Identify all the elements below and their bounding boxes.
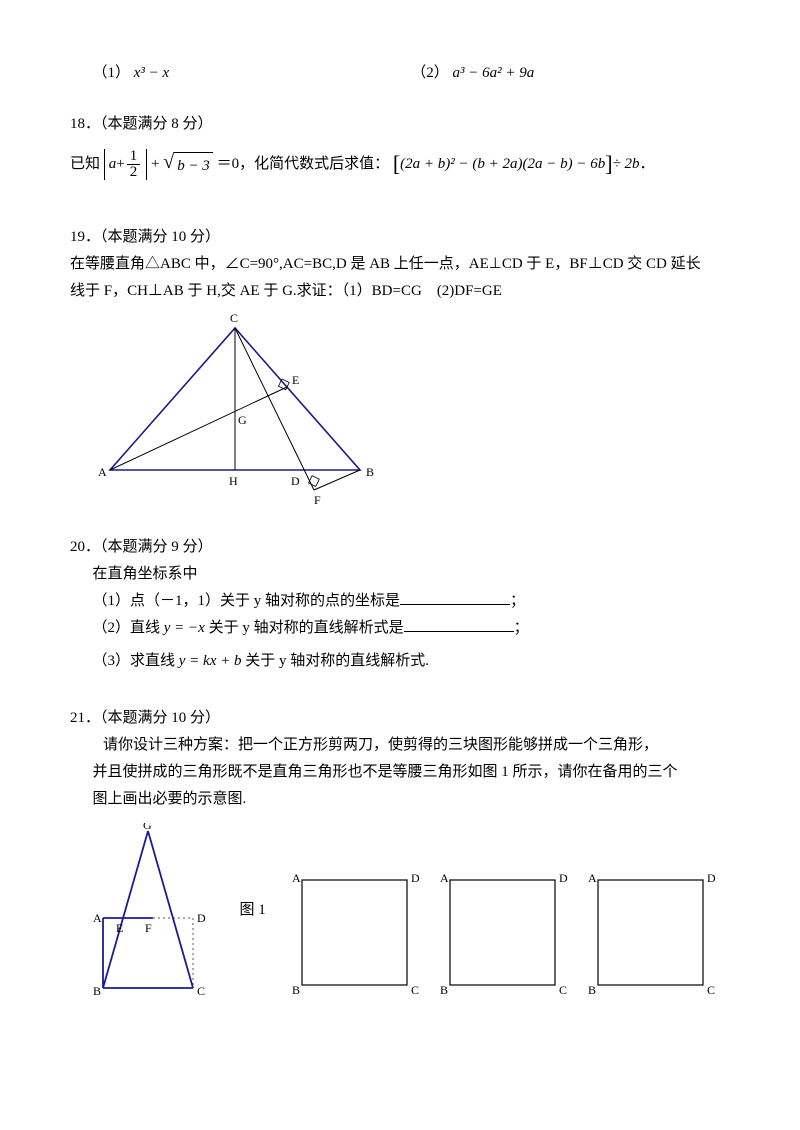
lbl-H: H (229, 474, 238, 488)
f1-G: G (143, 823, 152, 832)
plus-2: + (151, 156, 163, 172)
s3-C: C (707, 983, 715, 997)
q17-p2-label: （2） (411, 65, 449, 81)
f1-E: E (116, 921, 123, 935)
q19-body2: 线于 F，CH⊥AB 于 H,交 AE 于 G.求证：（1）BD=CG (2)D… (70, 278, 730, 305)
f1-C: C (197, 984, 205, 998)
q17-p2-expr: a³ − 6a² + 9a (453, 65, 535, 81)
s1-D: D (411, 871, 420, 885)
q20-p1a: （1）点（－1，1）关于 y 轴对称的点的坐标是 (93, 593, 401, 609)
q21-l3: 图上画出必要的示意图. (70, 786, 730, 813)
s1-B: B (292, 983, 300, 997)
q21-square-2: A D B C (438, 868, 568, 998)
q20-p3expr: y = kx + b (179, 653, 242, 669)
f1-F: F (145, 921, 152, 935)
lbl-G: G (238, 413, 247, 427)
q18-main-l: (2a + b)² − (b + 2a)(2a − b) − 6b (400, 156, 605, 172)
q20-p1b: ； (510, 593, 525, 609)
q21-square-1: A D B C (290, 868, 420, 998)
lbl-D: D (291, 474, 300, 488)
q21: 21．（本题满分 10 分） 请你设计三种方案：把一个正方形剪两刀，使剪得的三块… (70, 705, 730, 998)
lbl-E: E (292, 373, 299, 387)
q20: 20．（本题满分 9 分） 在直角坐标系中 （1）点（－1，1）关于 y 轴对称… (70, 534, 730, 675)
q19: 19．（本题满分 10 分） 在等腰直角△ABC 中，∠C=90°,AC=BC,… (70, 224, 730, 510)
s2-B: B (440, 983, 448, 997)
q20-blank1[interactable] (400, 589, 510, 605)
lbl-B: B (366, 465, 374, 479)
q21-fig1: A D B C G E F (93, 823, 228, 998)
s2-C: C (559, 983, 567, 997)
q18-main-r: ÷ 2b (613, 156, 640, 172)
frac-num: 1 (127, 149, 141, 164)
s3-A: A (588, 871, 597, 885)
f1-B: B (93, 984, 101, 998)
q20-p2c: ； (514, 620, 529, 636)
lbl-A: A (98, 465, 107, 479)
q19-header: 19．（本题满分 10 分） (70, 224, 730, 251)
q21-l1: 请你设计三种方案：把一个正方形剪两刀，使剪得的三块图形能够拼成一个三角形， (70, 732, 730, 759)
frac-half: 1 2 (127, 149, 141, 180)
q20-p2expr: y = −x (164, 620, 205, 636)
sqrt-arg: b − 3 (174, 152, 213, 180)
q18-leadin: 已知 (70, 156, 100, 172)
q18: 18．（本题满分 8 分） 已知 a + 1 2 + √b − 3 ＝0，化简代… (70, 111, 730, 184)
q21-square-3: A D B C (586, 868, 716, 998)
q20-blank2[interactable] (404, 616, 514, 632)
s1-C: C (411, 983, 419, 997)
abs-plus: + (116, 151, 124, 178)
s1-A: A (292, 871, 301, 885)
frac-den: 2 (127, 165, 141, 180)
q20-p3b: 关于 y 轴对称的直线解析式. (241, 653, 429, 669)
abs-a: a (109, 151, 117, 178)
q20-header: 20．（本题满分 9 分） (70, 534, 730, 561)
q20-p2b: 关于 y 轴对称的直线解析式是 (205, 620, 404, 636)
q18-sqrt: √b − 3 (163, 152, 213, 180)
q18-dot: ． (640, 156, 655, 172)
f1-A: A (93, 911, 102, 925)
lbl-F: F (314, 493, 321, 507)
q18-after: ＝0，化简代数式后求值： (217, 156, 390, 172)
q20-p2a: （2）直线 (93, 620, 164, 636)
s3-B: B (588, 983, 596, 997)
lbl-C: C (230, 311, 238, 325)
q20-intro: 在直角坐标系中 (70, 561, 730, 588)
q19-body1: 在等腰直角△ABC 中，∠C=90°,AC=BC,D 是 AB 上任一点，AE⊥… (70, 251, 730, 278)
q17-p1-expr: x³ − x (134, 65, 169, 81)
f1-D: D (197, 911, 206, 925)
q18-header: 18．（本题满分 8 分） (70, 111, 730, 138)
q17: （1） x³ − x （2） a³ − 6a² + 9a (70, 60, 730, 87)
q21-header: 21．（本题满分 10 分） (70, 705, 730, 732)
q19-figure: A B C H D F E G (90, 310, 390, 510)
q17-p1-label: （1） (93, 65, 131, 81)
q18-abs: a + 1 2 (104, 149, 147, 180)
s2-A: A (440, 871, 449, 885)
s3-D: D (707, 871, 716, 885)
s2-D: D (559, 871, 568, 885)
q21-fig1-caption: 图 1 (240, 897, 266, 924)
q21-l2: 并且使拼成的三角形既不是直角三角形也不是等腰三角形如图 1 所示，请你在备用的三… (70, 759, 730, 786)
q20-p3a: （3）求直线 (93, 653, 179, 669)
